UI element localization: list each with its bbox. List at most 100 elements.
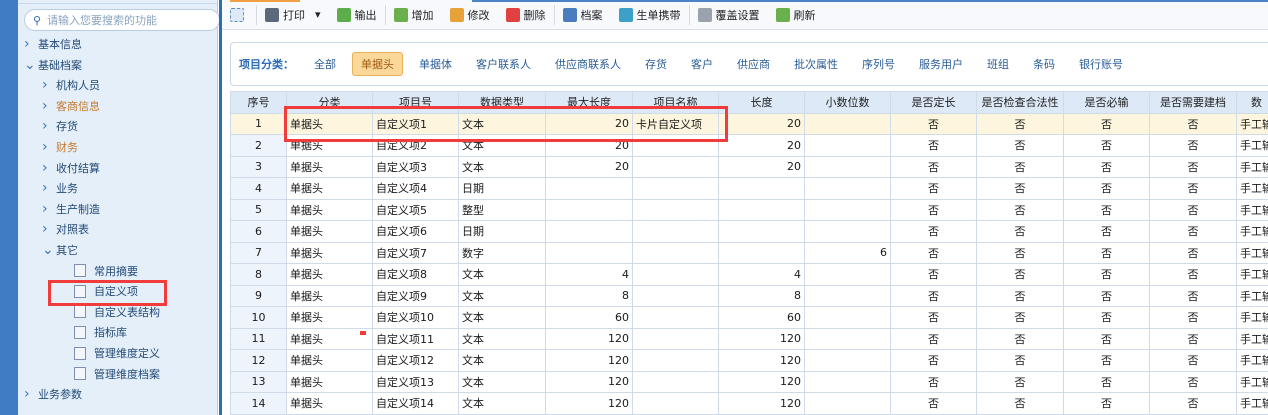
table-cell[interactable]: 否: [1149, 370, 1237, 393]
table-cell[interactable]: [632, 370, 719, 393]
table-cell[interactable]: 否: [976, 220, 1064, 243]
table-cell[interactable]: [632, 241, 719, 264]
column-header[interactable]: 是否需要建档: [1149, 91, 1237, 114]
table-cell[interactable]: 单据头: [286, 349, 373, 372]
column-header[interactable]: 是否定长: [890, 91, 977, 114]
table-cell[interactable]: 否: [976, 241, 1064, 264]
table-cell[interactable]: 自定义项10: [372, 306, 459, 329]
table-cell[interactable]: 否: [1149, 241, 1237, 264]
table-cell[interactable]: 120: [545, 327, 633, 350]
table-cell[interactable]: 自定义项6: [372, 220, 459, 243]
table-cell[interactable]: 20: [718, 134, 805, 157]
category-tab[interactable]: 全部: [314, 58, 336, 71]
table-cell[interactable]: 自定义项14: [372, 392, 459, 415]
table-cell[interactable]: 20: [545, 155, 633, 178]
table-row[interactable]: 10单据头自定义项10文本6060否否否否手工输: [230, 306, 1268, 329]
table-row[interactable]: 12单据头自定义项12文本120120否否否否手工输: [230, 349, 1268, 372]
table-cell[interactable]: 日期: [458, 177, 546, 200]
table-cell[interactable]: 自定义项4: [372, 177, 459, 200]
table-cell[interactable]: 3: [230, 155, 287, 178]
table-cell[interactable]: 文本: [458, 370, 546, 393]
table-cell[interactable]: 手工输: [1236, 306, 1268, 329]
table-cell[interactable]: 否: [976, 284, 1064, 307]
toolbar-button-export[interactable]: 输出: [329, 4, 385, 26]
tree-item[interactable]: › 客商信息: [42, 96, 100, 116]
table-cell[interactable]: 否: [976, 263, 1064, 286]
table-cell[interactable]: [632, 327, 719, 350]
table-cell[interactable]: 手工输: [1236, 177, 1268, 200]
tree-item[interactable]: 自定义表结构: [74, 302, 160, 322]
table-cell[interactable]: 卡片自定义项: [632, 112, 719, 135]
table-cell[interactable]: 否: [890, 263, 977, 286]
table-cell[interactable]: [804, 392, 891, 415]
table-cell[interactable]: 否: [976, 327, 1064, 350]
table-cell[interactable]: 12: [230, 349, 287, 372]
table-row[interactable]: 3单据头自定义项3文本2020否否否否手工输: [230, 155, 1268, 178]
toolbar-button-printer[interactable]: 打印 ▾: [257, 4, 329, 26]
table-cell[interactable]: 否: [1149, 284, 1237, 307]
table-cell[interactable]: 11: [230, 327, 287, 350]
table-cell[interactable]: 否: [1063, 370, 1150, 393]
table-cell[interactable]: 单据头: [286, 220, 373, 243]
table-cell[interactable]: 否: [1149, 177, 1237, 200]
table-cell[interactable]: 120: [718, 349, 805, 372]
table-cell[interactable]: 手工输: [1236, 263, 1268, 286]
table-cell[interactable]: 否: [1149, 220, 1237, 243]
table-cell[interactable]: 自定义项13: [372, 370, 459, 393]
table-cell[interactable]: [804, 177, 891, 200]
column-header[interactable]: 是否必输: [1063, 91, 1150, 114]
table-cell[interactable]: 否: [976, 155, 1064, 178]
table-cell[interactable]: [804, 327, 891, 350]
table-cell[interactable]: 否: [890, 306, 977, 329]
table-cell[interactable]: 否: [1063, 284, 1150, 307]
table-cell[interactable]: [804, 263, 891, 286]
table-cell[interactable]: [804, 198, 891, 221]
category-tab[interactable]: 客户联系人: [476, 58, 531, 71]
table-cell[interactable]: 否: [1063, 263, 1150, 286]
table-cell[interactable]: [804, 284, 891, 307]
table-cell[interactable]: [632, 349, 719, 372]
table-cell[interactable]: 否: [1063, 134, 1150, 157]
column-header[interactable]: 数: [1236, 91, 1268, 114]
category-tab[interactable]: 银行账号: [1079, 58, 1123, 71]
toolbar-button-pencil[interactable]: 修改: [442, 4, 498, 26]
table-cell[interactable]: [718, 220, 805, 243]
table-cell[interactable]: 自定义项8: [372, 263, 459, 286]
table-row[interactable]: 9单据头自定义项9文本88否否否否手工输: [230, 284, 1268, 307]
table-cell[interactable]: 否: [1149, 112, 1237, 135]
table-cell[interactable]: [804, 134, 891, 157]
tree-item[interactable]: › 基本信息: [24, 34, 82, 54]
tree-item[interactable]: › 对照表: [42, 219, 89, 239]
table-cell[interactable]: 4: [545, 263, 633, 286]
table-cell[interactable]: 120: [545, 370, 633, 393]
table-cell[interactable]: 否: [976, 370, 1064, 393]
table-cell[interactable]: 否: [1063, 198, 1150, 221]
table-cell[interactable]: [804, 306, 891, 329]
table-cell[interactable]: 单据头: [286, 241, 373, 264]
table-cell[interactable]: 否: [890, 392, 977, 415]
table-cell[interactable]: 否: [976, 392, 1064, 415]
toolbar-button-refresh[interactable]: 刷新: [768, 4, 824, 26]
table-cell[interactable]: [545, 177, 633, 200]
table-cell[interactable]: 120: [718, 392, 805, 415]
column-header[interactable]: 长度: [718, 91, 805, 114]
table-cell[interactable]: 否: [1149, 155, 1237, 178]
table-cell[interactable]: 自定义项7: [372, 241, 459, 264]
tree-item[interactable]: › 生产制造: [42, 199, 100, 219]
table-cell[interactable]: 自定义项12: [372, 349, 459, 372]
table-cell[interactable]: 否: [890, 134, 977, 157]
category-tab[interactable]: 供应商: [737, 58, 770, 71]
search-input[interactable]: ⚲ 请输入您要搜索的功能: [24, 9, 220, 31]
column-header[interactable]: 序号: [230, 91, 287, 114]
tree-item[interactable]: › 业务参数: [24, 384, 82, 404]
table-cell[interactable]: 否: [1149, 134, 1237, 157]
table-cell[interactable]: 否: [1063, 177, 1150, 200]
table-cell[interactable]: 单据头: [286, 177, 373, 200]
tree-item[interactable]: 自定义项: [74, 281, 138, 301]
table-cell[interactable]: 否: [890, 220, 977, 243]
table-row[interactable]: 13单据头自定义项13文本120120否否否否手工输: [230, 370, 1268, 393]
table-cell[interactable]: [718, 198, 805, 221]
tree-item[interactable]: 常用摘要: [74, 261, 138, 281]
table-cell[interactable]: [545, 241, 633, 264]
table-cell[interactable]: 手工输: [1236, 284, 1268, 307]
